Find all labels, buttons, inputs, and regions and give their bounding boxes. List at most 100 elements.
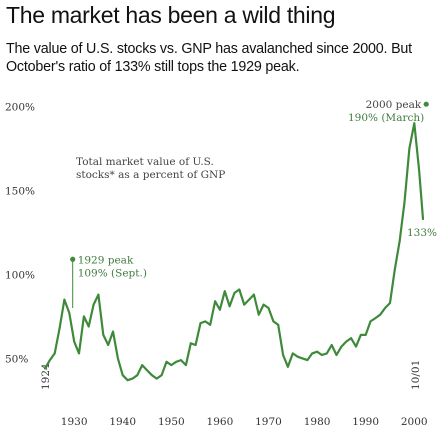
data-point-1943 [136, 374, 139, 377]
data-point-1991 [369, 320, 372, 323]
x-tick-label-2000: 2000 [401, 416, 428, 428]
data-point-1944 [141, 364, 144, 366]
end-date-label: 10/01 [410, 360, 422, 390]
data-point-1979 [311, 352, 314, 355]
data-point-1942 [131, 377, 134, 380]
data-point-1982 [325, 352, 328, 355]
data-point-1938 [112, 330, 114, 333]
x-tick-label-1980: 1980 [304, 416, 331, 428]
data-point-1975 [291, 352, 294, 355]
peak-1929-value: 109% (Sept.) [78, 267, 147, 279]
data-point-1983 [330, 344, 333, 346]
x-tick-label-1930: 1930 [61, 416, 88, 428]
chart-subtitle: The value of U.S. stocks vs. GNP has ava… [6, 41, 412, 75]
y-tick-label-200: 200% [5, 101, 35, 113]
data-point-1953 [185, 364, 187, 366]
data-point-1969 [262, 303, 265, 306]
data-point-1980 [316, 350, 318, 353]
data-points [44, 122, 424, 382]
data-point-1926 [53, 352, 56, 355]
data-point-1959 [214, 300, 217, 303]
data-point-1997 [398, 239, 401, 242]
data-point-1937 [107, 344, 110, 346]
data-point-1992 [374, 317, 377, 319]
peak-1929-marker [70, 256, 76, 262]
data-point-1996 [393, 268, 396, 271]
x-tick-label-1940: 1940 [109, 416, 136, 428]
data-point-1945 [146, 369, 148, 372]
data-point-1935 [97, 293, 100, 296]
data-point-1955 [194, 344, 197, 346]
data-point-1925 [49, 359, 51, 361]
data-point-1965 [243, 303, 246, 306]
peak-2000-marker [423, 101, 429, 107]
y-tick-label-150: 150% [5, 185, 35, 197]
data-point-1964 [238, 288, 241, 291]
data-point-1990 [364, 334, 367, 336]
data-point-1946 [151, 374, 153, 377]
peak-2000-value: 190% (March) [348, 112, 424, 124]
data-point-1924 [44, 367, 46, 370]
data-point-1987 [350, 337, 352, 340]
data-point-1931 [78, 352, 80, 355]
data-point-1967 [253, 293, 255, 296]
data-point-1940 [121, 374, 124, 377]
data-point-1954 [189, 342, 192, 345]
peak-1929-label: 1929 peak [78, 254, 134, 266]
data-point-1950 [170, 364, 173, 366]
data-point-1966 [248, 298, 251, 301]
data-point-1989 [359, 334, 362, 336]
data-point-1970 [267, 307, 270, 309]
data-point-2001.8 [422, 218, 424, 220]
data-point-1932 [83, 315, 85, 318]
data-point-1936 [102, 334, 105, 336]
data-point-2001 [418, 169, 420, 172]
data-point-1986 [345, 340, 348, 343]
data-point-1998 [403, 201, 406, 204]
y-axis: 50% 100% 150% 200% [5, 101, 35, 365]
data-point-1962 [228, 305, 231, 308]
data-point-1930 [73, 340, 76, 343]
data-point-1985 [340, 345, 343, 348]
data-point-1984 [335, 354, 338, 356]
data-point-1947 [155, 377, 158, 380]
data-point-1973 [282, 354, 284, 356]
y-tick-label-50: 50% [5, 353, 28, 365]
data-point-1952 [180, 359, 182, 361]
data-point-1977 [301, 357, 304, 360]
series-label-line-1: Total market value of U.S. [76, 156, 214, 168]
data-point-1958 [209, 323, 212, 326]
data-point-1961 [223, 290, 226, 293]
data-point-1978 [306, 359, 309, 361]
data-point-1948 [160, 374, 163, 377]
data-point-1971 [272, 320, 275, 323]
x-tick-label-1990: 1990 [352, 416, 379, 428]
data-point-1988 [355, 345, 357, 348]
start-year-label: 1924 [40, 363, 52, 390]
data-point-1963 [233, 292, 236, 294]
data-point-1972 [277, 323, 280, 326]
chart-title: The market has been a wild thing [6, 2, 336, 28]
latest-value-label: 133% [407, 227, 437, 239]
data-point-1933 [87, 325, 90, 328]
data-point-1993 [379, 313, 382, 316]
data-point-1956 [199, 322, 202, 324]
data-point-1951 [175, 360, 178, 363]
y-tick-label-100: 100% [5, 269, 35, 281]
series-label-line-2: stocks* as a percent of GNP [76, 169, 225, 181]
data-point-1927 [58, 327, 61, 330]
x-tick-label-1970: 1970 [255, 416, 282, 428]
data-point-1960 [219, 308, 221, 311]
data-point-1968 [257, 313, 260, 316]
data-point-1941 [126, 379, 129, 382]
data-point-1999 [408, 147, 411, 150]
data-point-1994 [384, 307, 386, 309]
data-point-1976 [296, 355, 299, 358]
data-point-1957 [204, 320, 207, 323]
data-point-1981 [321, 354, 323, 356]
data-point-1929 [68, 312, 71, 314]
x-tick-label-1960: 1960 [207, 416, 234, 428]
data-point-1934 [92, 303, 95, 306]
data-point-1974 [287, 365, 289, 368]
